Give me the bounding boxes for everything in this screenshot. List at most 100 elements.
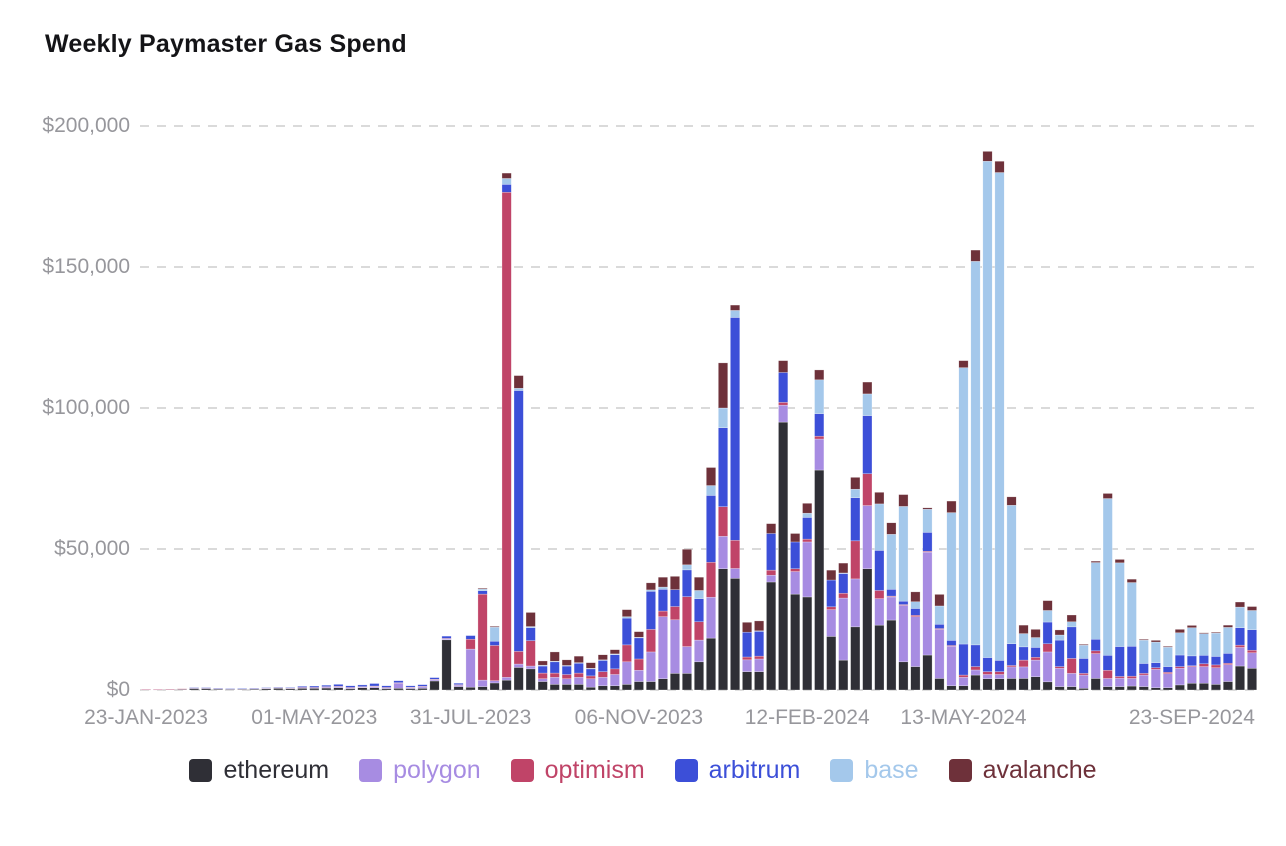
bar-segment-avalanche[interactable] — [1078, 644, 1089, 646]
bar-segment-arbitrum[interactable] — [1102, 655, 1113, 671]
bar-week-68[interactable] — [958, 360, 969, 691]
bar-segment-avalanche[interactable] — [910, 591, 921, 602]
bar-segment-base[interactable] — [814, 379, 825, 414]
bar-segment-ethereum[interactable] — [754, 671, 765, 691]
bar-segment-optimism[interactable] — [850, 540, 861, 580]
bar-segment-arbitrum[interactable] — [862, 415, 873, 474]
bar-segment-avalanche[interactable] — [946, 500, 957, 513]
bar-segment-polygon[interactable] — [549, 677, 560, 685]
bar-segment-polygon[interactable] — [706, 596, 716, 639]
bar-segment-avalanche[interactable] — [982, 151, 993, 162]
bar-segment-arbitrum[interactable] — [1210, 656, 1221, 666]
bar-segment-avalanche[interactable] — [754, 620, 765, 632]
bar-segment-arbitrum[interactable] — [357, 684, 368, 687]
bar-segment-arbitrum[interactable] — [213, 687, 224, 690]
bar-segment-polygon[interactable] — [982, 674, 993, 679]
bar-segment-base[interactable] — [862, 393, 873, 416]
bar-week-28[interactable] — [477, 587, 488, 691]
bar-segment-arbitrum[interactable] — [393, 680, 404, 683]
bar-segment-base[interactable] — [501, 178, 512, 185]
bar-segment-polygon[interactable] — [393, 682, 404, 689]
bar-week-76[interactable] — [1054, 629, 1065, 691]
bar-segment-polygon[interactable] — [1247, 652, 1257, 669]
bar-segment-avalanche[interactable] — [561, 659, 572, 666]
bar-segment-arbitrum[interactable] — [381, 685, 392, 688]
bar-segment-avalanche[interactable] — [513, 375, 524, 389]
bar-segment-arbitrum[interactable] — [549, 661, 560, 674]
bar-week-40[interactable] — [621, 609, 632, 691]
bar-week-37[interactable] — [585, 662, 596, 691]
bar-segment-optimism[interactable] — [645, 629, 656, 653]
bar-segment-polygon[interactable] — [1198, 666, 1209, 684]
bar-segment-optimism[interactable] — [766, 569, 777, 576]
bar-week-73[interactable] — [1018, 624, 1029, 691]
bar-week-64[interactable] — [910, 591, 921, 691]
bar-segment-arbitrum[interactable] — [189, 687, 200, 689]
bar-segment-arbitrum[interactable] — [1198, 655, 1209, 665]
bar-segment-optimism[interactable] — [1235, 644, 1245, 648]
bar-segment-polygon[interactable] — [838, 597, 849, 661]
bar-week-44[interactable] — [670, 576, 680, 691]
bar-segment-base[interactable] — [1174, 632, 1185, 656]
bar-segment-ethereum[interactable] — [682, 673, 692, 691]
bar-segment-arbitrum[interactable] — [237, 688, 248, 690]
bar-segment-ethereum[interactable] — [790, 593, 801, 691]
bar-week-57[interactable] — [826, 569, 837, 691]
bar-segment-avalanche[interactable] — [1247, 606, 1257, 611]
bar-segment-ethereum[interactable] — [477, 686, 488, 691]
bar-segment-avalanche[interactable] — [1162, 646, 1173, 648]
bar-week-47[interactable] — [706, 467, 716, 691]
bar-segment-polygon[interactable] — [994, 674, 1005, 679]
bar-week-17[interactable] — [345, 685, 356, 691]
bar-segment-polygon[interactable] — [730, 568, 741, 579]
bar-segment-arbitrum[interactable] — [537, 665, 548, 674]
bar-segment-avalanche[interactable] — [1138, 638, 1149, 641]
bar-week-36[interactable] — [573, 655, 584, 691]
bar-segment-ethereum[interactable] — [982, 678, 993, 691]
bar-segment-polygon[interactable] — [1162, 673, 1173, 688]
bar-segment-ethereum[interactable] — [1235, 665, 1245, 691]
bar-segment-base[interactable] — [982, 161, 993, 658]
bar-segment-ethereum[interactable] — [778, 421, 789, 691]
bar-segment-arbitrum[interactable] — [609, 654, 620, 670]
bar-segment-polygon[interactable] — [1090, 653, 1101, 679]
bar-segment-optimism[interactable] — [670, 606, 680, 621]
bar-segment-ethereum[interactable] — [718, 568, 728, 691]
bar-segment-ethereum[interactable] — [874, 624, 885, 691]
bar-week-83[interactable] — [1138, 638, 1149, 691]
bar-segment-ethereum[interactable] — [946, 685, 957, 691]
bar-segment-base[interactable] — [1210, 632, 1221, 657]
bar-segment-avalanche[interactable] — [742, 622, 753, 633]
bar-segment-arbitrum[interactable] — [645, 591, 656, 630]
bar-segment-base[interactable] — [850, 488, 861, 498]
bar-segment-polygon[interactable] — [958, 677, 969, 687]
bar-segment-optimism[interactable] — [597, 671, 608, 678]
bar-segment-optimism[interactable] — [1198, 663, 1209, 667]
bar-segment-arbitrum[interactable] — [453, 682, 464, 685]
bar-segment-base[interactable] — [1066, 621, 1077, 628]
bar-segment-base[interactable] — [1018, 633, 1029, 648]
bar-segment-ethereum[interactable] — [1114, 686, 1125, 691]
bar-segment-arbitrum[interactable] — [477, 590, 488, 595]
bar-week-63[interactable] — [898, 494, 909, 691]
bar-week-87[interactable] — [1186, 625, 1197, 691]
bar-segment-polygon[interactable] — [1126, 678, 1137, 687]
bar-segment-base[interactable] — [994, 172, 1005, 661]
legend-item-optimism[interactable]: optimism — [510, 758, 645, 783]
bar-segment-arbitrum[interactable] — [501, 184, 512, 193]
bar-segment-arbitrum[interactable] — [513, 390, 524, 652]
bar-segment-avalanche[interactable] — [838, 562, 849, 574]
bar-segment-optimism[interactable] — [1018, 659, 1029, 668]
bar-segment-avalanche[interactable] — [549, 651, 560, 662]
bar-segment-avalanche[interactable] — [826, 569, 837, 581]
bar-segment-avalanche[interactable] — [621, 609, 632, 617]
bar-segment-ethereum[interactable] — [513, 667, 524, 691]
bar-segment-arbitrum[interactable] — [621, 617, 632, 646]
bar-segment-polygon[interactable] — [682, 646, 692, 674]
bar-week-60[interactable] — [862, 381, 873, 691]
bar-segment-optimism[interactable] — [970, 666, 981, 671]
bar-week-13[interactable] — [297, 686, 308, 691]
bar-segment-optimism[interactable] — [537, 672, 548, 679]
bar-segment-arbitrum[interactable] — [1078, 658, 1089, 674]
bar-segment-polygon[interactable] — [826, 609, 837, 637]
